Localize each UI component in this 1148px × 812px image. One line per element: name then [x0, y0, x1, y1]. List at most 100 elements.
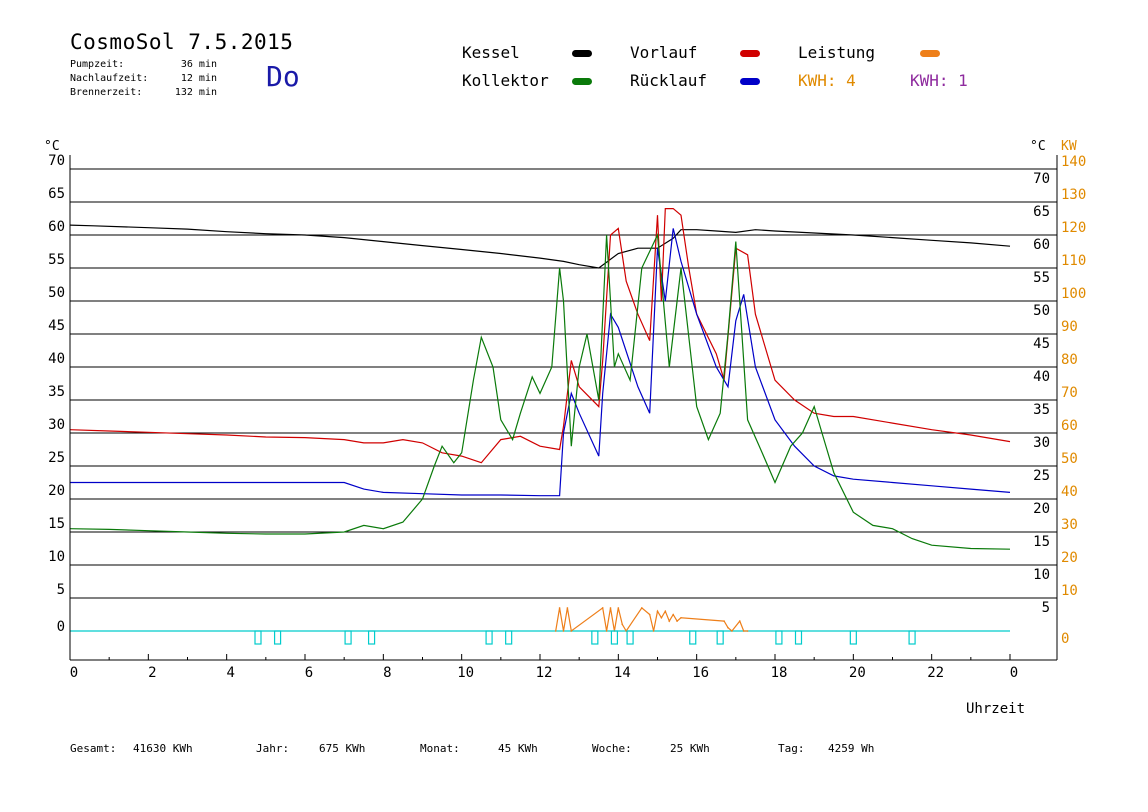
pump-marker [908, 630, 916, 645]
after-run-value: 12 min [180, 73, 217, 84]
y-tick-kw: 80 [1061, 352, 1078, 368]
leistung-point [656, 610, 659, 612]
leistung-point [609, 607, 612, 609]
y-tick-kw: 90 [1061, 319, 1078, 335]
y-tick-right: 60 [1033, 237, 1050, 253]
weekday-label: Do [266, 60, 300, 93]
pump-marker [716, 630, 724, 645]
x-tick-label: 0 [1010, 665, 1018, 681]
y-tick-right: 15 [1033, 534, 1050, 550]
legend-kwh-solar: KWH: 4 [798, 71, 856, 90]
leistung-point [664, 610, 667, 612]
axes [69, 155, 1058, 661]
y-tick-left: 0 [57, 619, 65, 635]
leistung-point [676, 620, 678, 622]
footer-total-label: Gesamt: [70, 742, 117, 755]
pump-marker [273, 630, 282, 645]
footer-week-label: Woche: [592, 742, 632, 755]
y-tick-kw: 30 [1061, 517, 1078, 533]
leistung-point [746, 630, 749, 632]
after-run-label: Nachlaufzeit: [70, 73, 149, 84]
leistung-point [742, 630, 745, 632]
series-ruecklauf-line [70, 228, 1011, 497]
y-tick-right: 65 [1033, 204, 1050, 220]
footer-week-value: 25 KWh [670, 742, 710, 755]
leistung-point [554, 630, 557, 632]
x-tick-label: 14 [614, 665, 631, 681]
y-tick-kw: 10 [1061, 583, 1078, 599]
burner-time-label: Brennerzeit: [70, 87, 143, 98]
leistung-point [731, 630, 733, 632]
leistung-point [558, 607, 561, 609]
pump-marker [689, 630, 697, 645]
pump-time-value: 36 min [180, 59, 217, 70]
legend-kessel-label: Kessel [462, 43, 520, 62]
y-tick-right: 55 [1033, 270, 1050, 286]
y-tick-left: 20 [48, 483, 65, 499]
leistung-point [570, 630, 573, 632]
pump-marker [849, 630, 857, 645]
leistung-point [648, 613, 651, 616]
legend-leistung-label: Leistung [798, 43, 876, 62]
pump-marker [775, 630, 783, 645]
y-tick-right: 5 [1042, 600, 1050, 616]
tick-labels: 0510152025303540455055606570510152025303… [44, 139, 1086, 681]
y-tick-kw: 120 [1061, 220, 1086, 236]
y-tick-left: 55 [48, 252, 65, 268]
footer-day-label: Tag: [778, 742, 805, 755]
y-tick-left: 15 [48, 516, 65, 532]
y-axis-label-left: °C [44, 139, 60, 154]
y-tick-left: 5 [57, 582, 65, 598]
leistung-point [601, 607, 604, 609]
leistung-point [668, 620, 671, 622]
footer-month-value: 45 KWh [498, 742, 538, 755]
x-tick-label: 0 [70, 665, 78, 681]
y-tick-left: 35 [48, 384, 65, 400]
x-tick-label: 16 [692, 665, 709, 681]
x-tick-label: 20 [849, 665, 866, 681]
y-tick-right: 20 [1033, 501, 1050, 517]
pump-marker [254, 630, 262, 645]
y-tick-right: 30 [1033, 435, 1050, 451]
y-tick-left: 10 [48, 549, 65, 565]
leistung-point [652, 630, 655, 632]
series-kollektor-line [69, 232, 1011, 550]
pump-marker [610, 630, 619, 645]
series-leistung-line [555, 606, 748, 633]
y-tick-left: 25 [48, 450, 65, 466]
y-axis-label-kw: KW [1061, 139, 1077, 154]
leistung-point [562, 630, 565, 632]
y-tick-left: 50 [48, 285, 65, 301]
x-tick-label: 12 [536, 665, 553, 681]
series-vorlauf-line [69, 208, 1011, 464]
y-tick-left: 60 [48, 219, 65, 235]
y-tick-right: 40 [1033, 369, 1050, 385]
x-tick-label: 10 [457, 665, 474, 681]
legend-ruecklauf-label: Rücklauf [630, 71, 708, 90]
x-tick-label: 2 [148, 665, 156, 681]
x-tick-label: 8 [383, 665, 391, 681]
legend-kwh-burner: KWH: 1 [910, 71, 968, 90]
legend-leistung-swatch [920, 50, 940, 57]
footer-month-label: Monat: [420, 742, 460, 755]
y-tick-kw: 40 [1061, 484, 1078, 500]
legend-ruecklauf-swatch [740, 78, 760, 85]
legend-vorlauf-swatch [740, 50, 760, 57]
y-tick-kw: 130 [1061, 187, 1086, 203]
x-tick-label: 22 [927, 665, 944, 681]
pump-marker [505, 630, 513, 645]
legend-kessel-swatch [572, 50, 592, 57]
y-tick-left: 40 [48, 351, 65, 367]
x-tick-label: 4 [226, 665, 234, 681]
y-tick-right: 50 [1033, 303, 1050, 319]
legend-kollektor-swatch [572, 78, 592, 85]
y-axis-label-right: °C [1030, 139, 1046, 154]
y-tick-right: 70 [1033, 171, 1050, 187]
y-tick-kw: 110 [1061, 253, 1086, 269]
pump-marker [794, 630, 803, 645]
y-tick-right: 25 [1033, 468, 1050, 484]
y-tick-left: 65 [48, 186, 65, 202]
leistung-point [723, 620, 725, 622]
y-tick-left: 30 [48, 417, 65, 433]
y-tick-kw: 60 [1061, 418, 1078, 434]
